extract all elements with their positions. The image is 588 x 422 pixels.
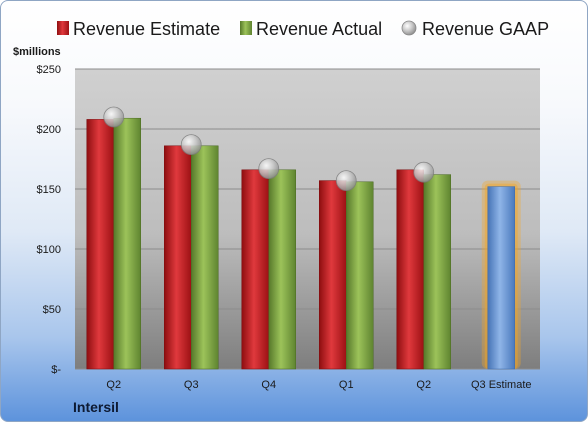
bar-revenue-estimate [241, 169, 269, 370]
bar-revenue-estimate [396, 169, 424, 370]
bar-revenue-estimate [86, 119, 114, 370]
marker-revenue-gaap [413, 161, 435, 183]
bar-revenue-estimate [164, 145, 192, 370]
legend-label-revenue-actual: Revenue Actual [256, 19, 382, 39]
y-tick-label: $50 [43, 304, 61, 316]
x-axis-ticks: Q2 Q3 Q4 Q1 Q2 Q3 Estimate [106, 379, 531, 391]
bar-revenue-actual [191, 145, 219, 370]
x-tick-label: Q2 [106, 379, 121, 391]
x-tick-label: Q2 [416, 379, 431, 391]
company-name: Intersil [73, 399, 119, 415]
x-tick-label: Q3 Estimate [471, 379, 532, 391]
gridlines [75, 68, 540, 370]
bar-q3-estimate [487, 186, 515, 370]
y-tick-label: $100 [37, 244, 61, 256]
x-tick-label: Q1 [339, 379, 354, 391]
bar-revenue-actual [423, 174, 451, 370]
y-axis-ticks: $- $50 $100 $150 $200 $250 [37, 64, 62, 376]
legend-label-revenue-gaap: Revenue GAAP [422, 19, 549, 39]
bar-revenue-actual [113, 117, 141, 370]
marker-revenue-gaap [180, 134, 202, 156]
marker-revenue-gaap [103, 106, 125, 128]
y-axis-unit-label: $millions [13, 46, 61, 58]
y-tick-label: $200 [37, 124, 61, 136]
bars [86, 117, 521, 370]
y-tick-label: $250 [37, 64, 61, 76]
marker-revenue-gaap [335, 170, 357, 192]
bar-revenue-estimate [319, 180, 347, 370]
legend-swatch-revenue-gaap [401, 20, 417, 36]
legend: Revenue Estimate Revenue Actual Revenue … [57, 19, 549, 39]
y-tick-label: $- [51, 364, 61, 376]
x-tick-label: Q4 [261, 379, 276, 391]
legend-swatch-revenue-actual [240, 21, 252, 35]
marker-revenue-gaap [258, 158, 280, 180]
bar-revenue-actual [346, 181, 374, 370]
bar-revenue-actual [268, 169, 296, 370]
y-tick-label: $150 [37, 184, 61, 196]
gaap-markers [103, 106, 435, 192]
legend-swatch-revenue-estimate [57, 21, 69, 35]
legend-label-revenue-estimate: Revenue Estimate [73, 19, 220, 39]
plot-area [75, 69, 540, 369]
x-tick-label: Q3 [184, 379, 199, 391]
